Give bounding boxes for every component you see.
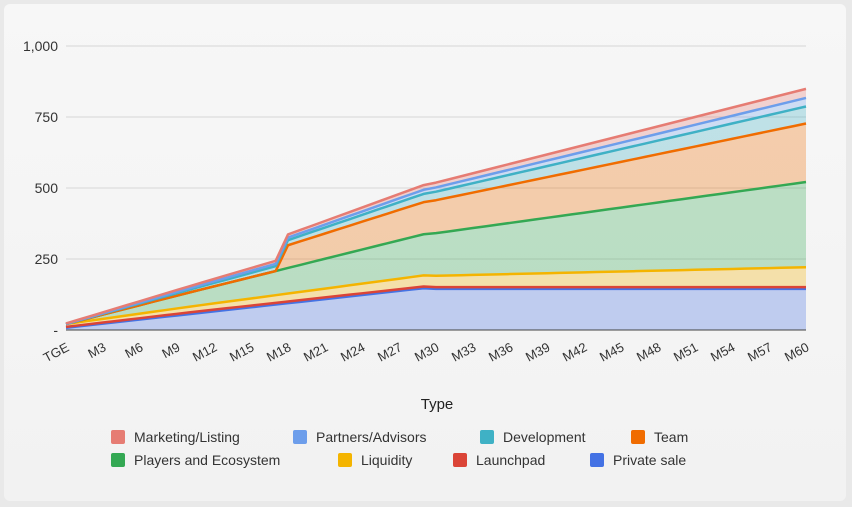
legend: Marketing/Listing Partners/Advisors Develo… <box>111 429 688 468</box>
legend-label-partners-advisors: Partners/Advisors <box>316 429 426 445</box>
legend-label-marketing-listing: Marketing/Listing <box>134 429 240 445</box>
legend-label-private-sale: Private sale <box>613 452 686 468</box>
x-tick-label: M60 <box>782 339 811 364</box>
gridlines <box>66 45 806 260</box>
area-marketing-listing <box>66 88 806 325</box>
x-tick-label: M48 <box>634 339 663 364</box>
x-tick-label: M54 <box>708 339 737 364</box>
area-team <box>66 123 806 325</box>
series-lines <box>65 87 807 329</box>
x-tick-label: M12 <box>190 339 219 364</box>
area-liquidity <box>66 267 806 327</box>
x-tick-label: M15 <box>227 339 256 364</box>
legend-swatch-launchpad <box>453 453 467 467</box>
x-tick-label: M21 <box>301 339 330 364</box>
legend-label-players-and-ecosystem: Players and Ecosystem <box>134 452 280 468</box>
x-tick-label: TGE <box>41 339 72 365</box>
x-tick-label: M42 <box>560 339 589 364</box>
line-private-sale <box>65 286 806 329</box>
x-tick-label: M39 <box>523 339 552 364</box>
x-tick-label: M33 <box>449 339 478 364</box>
x-tick-label: M3 <box>85 339 108 361</box>
x-axis-title: Type <box>421 396 454 413</box>
y-tick-label: 750 <box>35 109 59 125</box>
legend-label-development: Development <box>503 429 586 445</box>
x-axis-ticks: TGE M3 M6 M9 M12 M15 M18 M21 M24 M27 M30 M33 M36 M39 M… <box>41 339 812 365</box>
x-tick-label: M27 <box>375 339 404 364</box>
x-tick-label: M51 <box>671 339 700 364</box>
legend-swatch-partners-advisors <box>293 430 307 444</box>
area-partners-advisors <box>66 97 806 325</box>
legend-label-team: Team <box>654 429 688 445</box>
legend-swatch-development <box>480 430 494 444</box>
line-launchpad <box>65 285 806 329</box>
y-tick-label: 250 <box>35 251 59 267</box>
stacked-area-chart: - 250 500 750 1,000 TGE M3 M6 M9 M12 M15 M18 M21 M24… <box>23 38 812 468</box>
area-private-sale <box>66 288 806 330</box>
x-tick-label: M18 <box>264 339 293 364</box>
y-tick-label: 1,000 <box>23 38 58 54</box>
line-partners-advisors <box>65 96 807 326</box>
x-tick-label: M36 <box>486 339 515 364</box>
line-liquidity <box>65 265 807 326</box>
x-tick-label: M24 <box>338 339 367 364</box>
legend-label-launchpad: Launchpad <box>476 452 545 468</box>
y-tick-label: - <box>53 322 58 338</box>
y-axis-ticks: - 250 500 750 1,000 <box>23 38 58 338</box>
legend-swatch-marketing-listing <box>111 430 125 444</box>
legend-label-liquidity: Liquidity <box>361 452 412 468</box>
legend-swatch-private-sale <box>590 453 604 467</box>
legend-swatch-team <box>631 430 645 444</box>
line-team <box>65 122 807 326</box>
x-tick-label: M9 <box>159 339 182 361</box>
chart-card: - 250 500 750 1,000 TGE M3 M6 M9 M12 M15 M18 M21 M24… <box>4 4 846 501</box>
x-tick-label: M6 <box>122 339 145 361</box>
x-tick-label: M45 <box>597 339 626 364</box>
x-tick-label: M30 <box>412 339 441 364</box>
legend-swatch-players-and-ecosystem <box>111 453 125 467</box>
y-tick-label: 500 <box>35 180 59 196</box>
legend-swatch-liquidity <box>338 453 352 467</box>
line-marketing-listing <box>65 87 807 325</box>
area-players-and-ecosystem <box>66 182 806 325</box>
line-development <box>65 105 807 326</box>
x-tick-label: M57 <box>745 339 774 364</box>
